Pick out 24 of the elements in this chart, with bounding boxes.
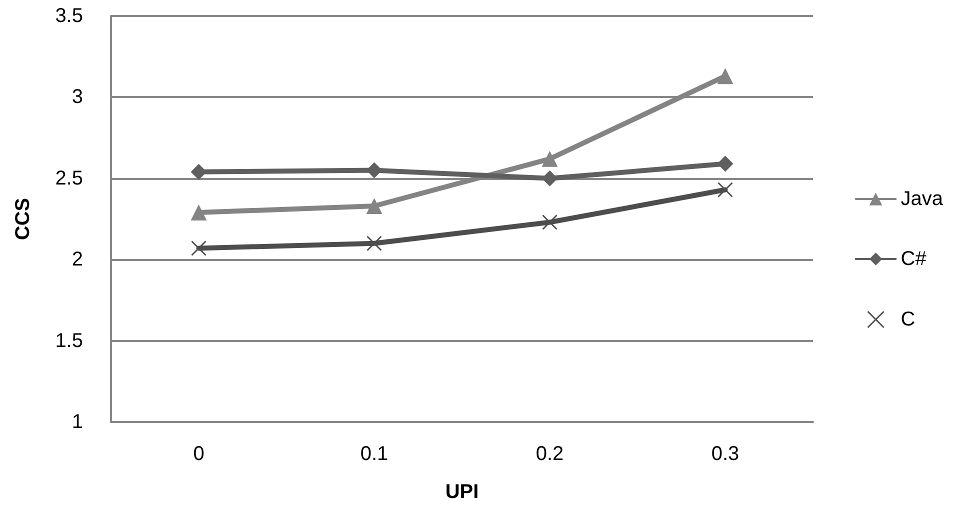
y-tick-label: 3	[72, 86, 83, 108]
x-tick-label: 0.3	[711, 443, 740, 465]
point	[366, 198, 382, 214]
legend-label: C	[900, 308, 916, 330]
point	[717, 156, 734, 172]
x-axis-title: UPI	[445, 481, 479, 503]
legend-label: C#	[900, 248, 928, 270]
y-tick-label: 1	[72, 411, 83, 433]
point	[190, 204, 207, 221]
y-axis-title: CCS	[12, 198, 34, 240]
point	[718, 182, 733, 198]
point	[717, 68, 734, 84]
point	[366, 236, 382, 252]
y-tick-label: 2.5	[55, 167, 83, 190]
y-tick-label: 1.5	[55, 330, 83, 352]
x-tick-label: 0	[193, 443, 204, 465]
x-tick-label: 0.1	[360, 443, 388, 465]
point	[542, 150, 558, 167]
y-tick-label: 3.5	[55, 5, 83, 27]
legend-label: Java	[900, 188, 944, 210]
point	[542, 214, 558, 230]
point	[191, 240, 206, 256]
y-tick-label: 2	[72, 248, 83, 271]
x-tick-label: 0.2	[536, 443, 564, 465]
